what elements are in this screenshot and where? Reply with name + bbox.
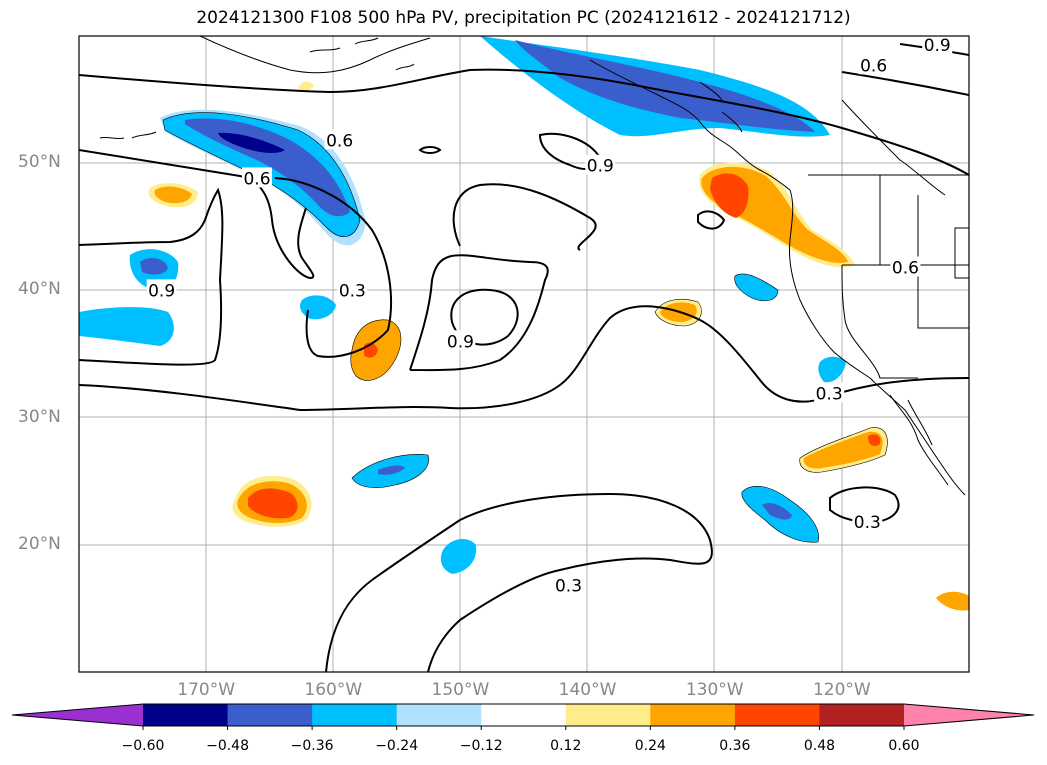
colorbar-extend-min xyxy=(12,704,143,726)
lon-tick-label: 170°W xyxy=(177,680,236,700)
pv-contour-label: 0.9 xyxy=(924,36,951,56)
pv-label-bg xyxy=(585,154,616,175)
pv-label-bg xyxy=(858,54,889,75)
colorbar-tick-label: −0.48 xyxy=(206,738,249,754)
colorbar-tick-label: −0.12 xyxy=(459,738,503,754)
precipitation-shading xyxy=(79,36,969,611)
colorbar xyxy=(11,703,1035,730)
colorbar-tick-label: 0.60 xyxy=(888,738,920,754)
lat-tick-label: 40°N xyxy=(18,279,61,300)
colorbar-tick-label: −0.36 xyxy=(290,738,334,754)
colorbar-segment xyxy=(819,704,905,726)
lon-tick-label: 120°W xyxy=(812,680,871,700)
pv-contour-label: 0.3 xyxy=(555,577,582,597)
lon-tick-label: 160°W xyxy=(304,680,363,700)
colorbar-segment xyxy=(312,704,398,726)
pv-contour-labels: 0.9 0.6 0.6 0.3 0.9 0.9 0.9 0.6 0.6 0.3 0.3 0.3 xyxy=(146,36,953,597)
pv-label-bg xyxy=(324,129,355,150)
pv-contour-label: 0.6 xyxy=(860,56,887,76)
pv-contour-label: 0.3 xyxy=(816,384,843,404)
colorbar-segment xyxy=(227,704,313,726)
map-frame xyxy=(78,35,970,673)
pv-contour-label: 0.6 xyxy=(892,259,919,279)
pv-contour-label: 0.3 xyxy=(854,513,881,533)
map-title: 2024121300 F108 500 hPa PV, precipitatio… xyxy=(196,8,851,28)
pv-contour-label: 0.9 xyxy=(148,281,175,301)
precipitation-outline xyxy=(162,112,888,543)
colorbar-segment xyxy=(396,704,482,726)
pv-label-bg xyxy=(890,256,921,277)
pv-label-bg xyxy=(242,167,272,188)
colorbar-segment xyxy=(143,704,229,726)
lat-tick-label: 20°N xyxy=(18,533,61,554)
pv-label-bg xyxy=(922,36,953,54)
pv-label-bg xyxy=(337,279,368,300)
colorbar-tick-label: 0.12 xyxy=(550,738,582,754)
pv-contour-label: 0.6 xyxy=(326,131,353,151)
pv-label-bg xyxy=(814,382,845,403)
pv-label-bg xyxy=(146,279,177,300)
coastlines xyxy=(99,36,969,496)
colorbar-tick-label: −0.60 xyxy=(121,738,165,754)
pv-contour-label: 0.9 xyxy=(447,332,474,352)
lon-tick-label: 150°W xyxy=(431,680,490,700)
pv-label-bg xyxy=(445,330,476,351)
colorbar-segment xyxy=(650,704,736,726)
colorbar-tick-label: −0.24 xyxy=(375,738,419,754)
lat-tick-label: 50°N xyxy=(18,152,61,173)
colorbar-segment xyxy=(481,704,567,726)
pv-contour-label: 0.6 xyxy=(243,169,270,189)
colorbar-tick-label: 0.24 xyxy=(634,738,666,754)
colorbar-extend-max xyxy=(904,704,1034,726)
pv-label-bg xyxy=(553,574,584,595)
colorbar-tick-label: 0.48 xyxy=(803,738,836,754)
pv-label-bg xyxy=(852,510,883,531)
pv-contour-label: 0.3 xyxy=(339,281,366,301)
lon-tick-label: 130°W xyxy=(685,680,744,700)
colorbar-tick-label: 0.36 xyxy=(719,738,751,754)
lon-tick-label: 140°W xyxy=(558,680,617,700)
colorbar-segment xyxy=(565,704,651,726)
colorbar-segment xyxy=(734,704,820,726)
lat-tick-label: 30°N xyxy=(18,406,61,427)
pv-contour-label: 0.9 xyxy=(587,157,614,177)
